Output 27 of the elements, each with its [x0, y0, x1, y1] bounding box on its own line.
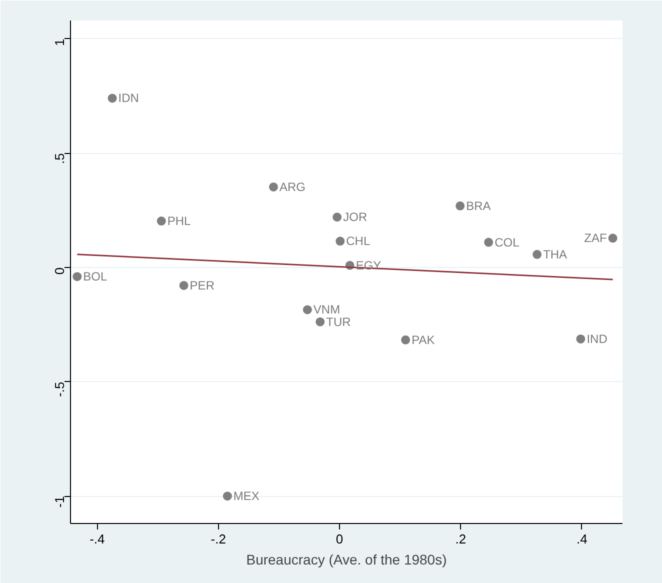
annotation: MEX	[233, 489, 260, 504]
y-tick-label: .5	[52, 153, 67, 164]
x-axis-title: Bureaucracy (Ave. of the 1980s)	[246, 552, 447, 568]
annotation: ARG	[279, 180, 306, 194]
annotation: BOL	[83, 270, 108, 284]
x-tick-label: -.2	[210, 532, 226, 546]
annotation: THA	[543, 247, 568, 262]
annotation: ZAF	[584, 231, 607, 246]
annotation: PAK	[412, 332, 435, 347]
y-tick-label: 0	[52, 267, 67, 275]
annotation: CHL	[346, 234, 370, 248]
x-tick-label: .4	[576, 532, 588, 546]
annotation: BRA	[466, 198, 491, 213]
annotation: PER	[190, 278, 215, 292]
y-tick-label: -.5	[52, 382, 67, 397]
x-tick-label: 0	[336, 532, 344, 546]
annotation: TUR	[326, 314, 352, 329]
annotation: IND	[586, 332, 608, 346]
annotation: IDN	[118, 91, 139, 106]
annotation: COL	[494, 235, 520, 250]
annotation: VNM	[313, 302, 340, 317]
annotation: JOR	[343, 210, 368, 224]
x-tick-label: .2	[455, 532, 466, 546]
y-tick-label: -1	[52, 496, 67, 508]
x-tick-label: -.4	[90, 532, 105, 546]
annotation: PHL	[167, 214, 192, 228]
y-tick-label: 1	[52, 38, 67, 46]
